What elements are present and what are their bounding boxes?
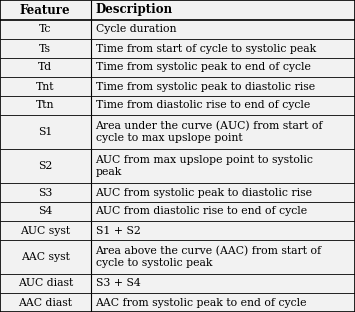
Text: Tnt: Tnt	[36, 81, 55, 91]
Text: AUC from diastolic rise to end of cycle: AUC from diastolic rise to end of cycle	[95, 207, 308, 217]
Text: S3: S3	[38, 188, 53, 197]
Text: Time from start of cycle to systolic peak: Time from start of cycle to systolic pea…	[95, 43, 316, 53]
Text: AUC diast: AUC diast	[18, 279, 73, 289]
Text: Tc: Tc	[39, 25, 51, 35]
Text: Time from systolic peak to end of cycle: Time from systolic peak to end of cycle	[95, 62, 310, 72]
Text: Td: Td	[38, 62, 52, 72]
Text: Feature: Feature	[20, 3, 71, 17]
Text: Time from diastolic rise to end of cycle: Time from diastolic rise to end of cycle	[95, 100, 310, 110]
Text: AUC syst: AUC syst	[20, 226, 70, 236]
Text: Description: Description	[95, 3, 173, 17]
Text: S2: S2	[38, 161, 53, 171]
Text: S1 + S2: S1 + S2	[95, 226, 140, 236]
Text: AAC diast: AAC diast	[18, 298, 72, 308]
Text: Ttn: Ttn	[36, 100, 55, 110]
Text: AUC from max upslope point to systolic
peak: AUC from max upslope point to systolic p…	[95, 155, 313, 177]
Text: Time from systolic peak to diastolic rise: Time from systolic peak to diastolic ris…	[95, 81, 315, 91]
Text: S3 + S4: S3 + S4	[95, 279, 140, 289]
Text: Area above the curve (AAC) from start of
cycle to systolic peak: Area above the curve (AAC) from start of…	[95, 246, 322, 268]
Text: Ts: Ts	[39, 43, 51, 53]
Text: Area under the curve (AUC) from start of
cycle to max upslope point: Area under the curve (AUC) from start of…	[95, 121, 323, 143]
Text: AAC from systolic peak to end of cycle: AAC from systolic peak to end of cycle	[95, 298, 307, 308]
Text: Cycle duration: Cycle duration	[95, 25, 176, 35]
Text: AAC syst: AAC syst	[21, 252, 70, 262]
Text: S1: S1	[38, 127, 53, 137]
Text: AUC from systolic peak to diastolic rise: AUC from systolic peak to diastolic rise	[95, 188, 312, 197]
Text: S4: S4	[38, 207, 53, 217]
